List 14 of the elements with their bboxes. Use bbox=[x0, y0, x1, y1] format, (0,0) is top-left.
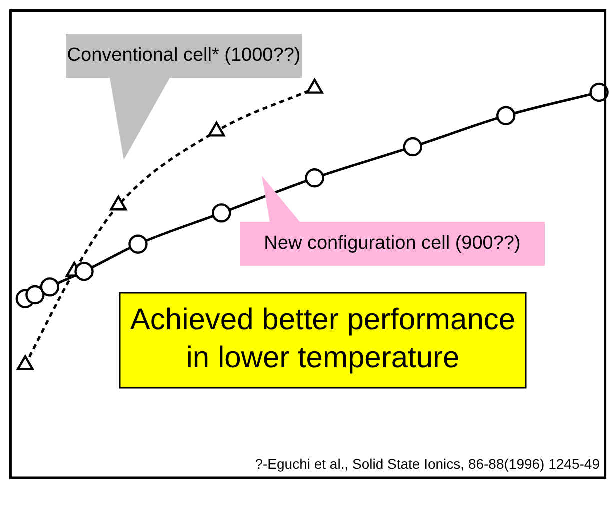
point bbox=[212, 204, 232, 223]
point bbox=[74, 262, 94, 282]
point bbox=[496, 106, 516, 126]
point bbox=[128, 234, 148, 254]
point bbox=[40, 278, 60, 297]
annotation: ?-Eguchi et al., Solid State Ionics, 86-88(1996) 1245-49 bbox=[255, 456, 600, 472]
series-label: Conventional cell* (1000??) bbox=[66, 34, 302, 78]
speech-bubble: Conventional cell* (1000??) bbox=[66, 34, 302, 160]
annotation: Achieved better performance in lower temperature bbox=[130, 303, 516, 374]
speech-bubble: New configuration cell (900??) bbox=[240, 176, 545, 266]
point bbox=[305, 168, 324, 188]
point bbox=[403, 137, 423, 157]
point bbox=[26, 285, 45, 305]
series-label: New configuration cell (900??) bbox=[240, 222, 545, 266]
